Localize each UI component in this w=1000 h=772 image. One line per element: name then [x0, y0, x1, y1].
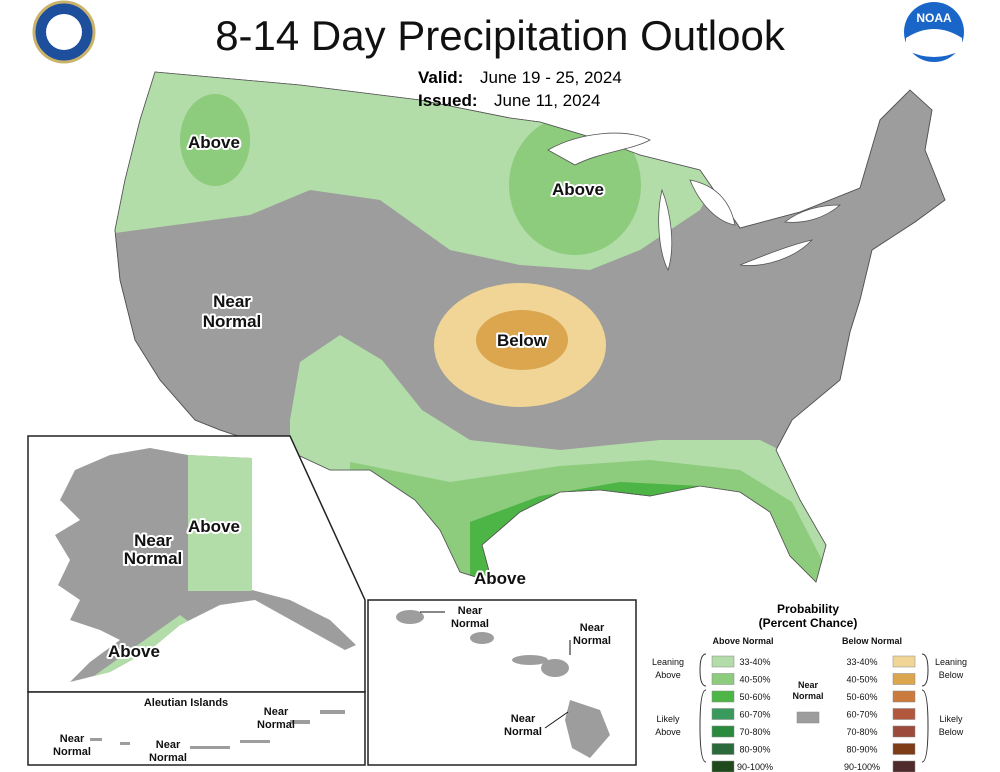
issued-date: June 11, 2024: [494, 91, 601, 110]
legend-swatch: [711, 725, 735, 738]
legend-swatch-label: 70-80%: [739, 727, 770, 737]
valid-label: Valid:: [418, 68, 463, 87]
legend-likely-above: Above: [655, 727, 681, 737]
hawaii-label: Near: [511, 713, 536, 725]
legend: Probability(Percent Chance) Above Normal B…: [652, 602, 967, 772]
conus-label: Above: [188, 133, 240, 152]
legend-swatch-label: 50-60%: [739, 692, 770, 702]
legend-swatch-label: 80-90%: [739, 745, 770, 755]
conus-label: Near: [213, 292, 251, 311]
legend-below-header: Below Normal: [842, 636, 902, 646]
alaska-label: Above: [108, 642, 160, 661]
hawaii-label: Normal: [573, 635, 611, 647]
legend-swatch: [711, 673, 735, 685]
aleutian-title: Aleutian Islands: [144, 697, 228, 709]
legend-swatch-label: 90-100%: [844, 762, 880, 772]
hawaii-label: Near: [458, 605, 483, 617]
northwest-above-region: [180, 94, 250, 186]
map-labels: AboveAboveNearNormalBelowAboveNearNormal…: [53, 131, 611, 764]
conus-label: Normal: [203, 312, 262, 331]
legend-swatch-label: 80-90%: [846, 745, 877, 755]
conus-label: Below: [497, 331, 548, 350]
legend-swatch-label: 60-70%: [846, 710, 877, 720]
legend-swatch: [892, 655, 916, 668]
legend-swatch: [711, 743, 735, 755]
valid-dates: June 19 - 25, 2024: [480, 68, 622, 87]
legend-swatch: [892, 760, 916, 772]
legend-likely-below: Likely: [939, 714, 963, 724]
legend-above-header: Above Normal: [712, 636, 773, 646]
alaska-label: Normal: [124, 549, 183, 568]
alaska-label: Above: [188, 517, 240, 536]
issued-label: Issued:: [418, 91, 478, 110]
legend-swatch: [711, 708, 735, 720]
legend-swatch-label: 60-70%: [739, 710, 770, 720]
legend-likely-above: Likely: [656, 714, 680, 724]
title: 8-14 Day Precipitation Outlook: [215, 12, 786, 59]
legend-swatch-label: 40-50%: [846, 675, 877, 685]
legend-swatch: [711, 690, 735, 703]
legend-near-normal-swatch: [796, 711, 820, 724]
legend-brace: [699, 689, 707, 763]
legend-swatch-label: 33-40%: [739, 657, 770, 667]
alaska-label: Near: [134, 531, 172, 550]
hawaii-label: Near: [580, 622, 605, 634]
legend-leaning-below: Below: [939, 670, 964, 680]
legend-subtitle: (Percent Chance): [759, 616, 858, 630]
conus-label: Above: [552, 180, 604, 199]
commerce-seal-center: [46, 14, 82, 50]
legend-brace: [699, 653, 707, 687]
aleutian-label: Near: [156, 739, 181, 751]
legend-title: Probability: [777, 602, 839, 616]
noaa-logo-wave: [906, 29, 962, 57]
legend-swatch: [892, 673, 916, 685]
aleutian-label: Normal: [149, 752, 187, 764]
legend-leaning-above: Above: [655, 670, 681, 680]
legend-swatch: [711, 760, 735, 772]
legend-swatch-label: 70-80%: [846, 727, 877, 737]
legend-brace: [921, 653, 929, 687]
legend-leaning-above: Leaning: [652, 657, 684, 667]
legend-swatch-label: 90-100%: [737, 762, 773, 772]
legend-leaning-below: Leaning: [935, 657, 967, 667]
great-lakes: [547, 132, 842, 272]
legend-swatch-label: 33-40%: [846, 657, 877, 667]
legend-near-normal-label: Near: [798, 680, 819, 690]
aleutian-label: Near: [264, 706, 289, 718]
legend-likely-below: Below: [939, 727, 964, 737]
plains-below-core-region: [476, 310, 568, 370]
alaska-east-above: [188, 448, 252, 591]
legend-swatch: [892, 708, 916, 720]
aleutian-label: Normal: [257, 719, 295, 731]
aleutian-label: Normal: [53, 746, 91, 758]
noaa-logo-text: NOAA: [916, 11, 952, 25]
hawaii-label: Normal: [451, 618, 489, 630]
legend-brace: [921, 689, 929, 763]
legend-swatch: [892, 725, 916, 738]
conus-label: Above: [474, 569, 526, 588]
aleutian-label: Near: [60, 733, 85, 745]
legend-swatch: [892, 743, 916, 755]
legend-swatch-label: 40-50%: [739, 675, 770, 685]
aleutian-inset: [27, 691, 366, 766]
hawaii-label: Normal: [504, 726, 542, 738]
legend-swatch-label: 50-60%: [846, 692, 877, 702]
aleutian-islands: [90, 710, 345, 749]
gulf-above-region: [350, 460, 822, 582]
legend-near-normal-label: Normal: [792, 691, 823, 701]
legend-swatch: [711, 655, 735, 668]
hawaii-islands: [396, 610, 610, 758]
legend-swatch: [892, 690, 916, 703]
